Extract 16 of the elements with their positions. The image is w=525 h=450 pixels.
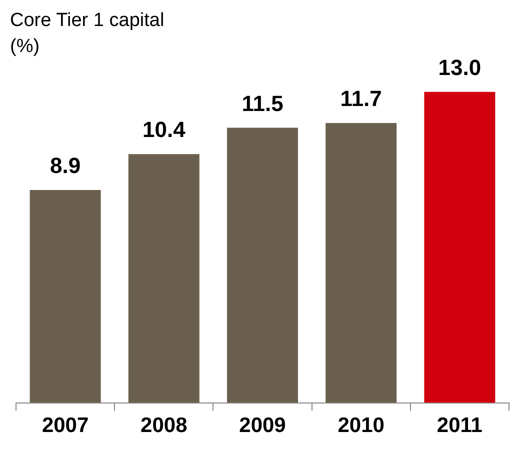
x-tick-label: 2008: [140, 414, 188, 438]
data-label: 10.4: [142, 117, 186, 142]
bar: [326, 123, 397, 403]
x-tick-label: 2010: [338, 414, 384, 438]
bar: [424, 92, 496, 403]
data-label: 11.5: [242, 90, 284, 116]
bar: [227, 128, 298, 403]
data-label: 11.7: [340, 86, 382, 112]
data-label: 8.9: [50, 153, 81, 178]
bar: [30, 190, 101, 403]
data-label: 13.0: [438, 54, 482, 80]
bar: [128, 154, 200, 403]
x-tick-label: 2007: [42, 414, 89, 438]
x-tick-label: 2011: [436, 414, 483, 438]
chart-title: Core Tier 1 capital (%): [10, 9, 166, 59]
x-tick-label: 2009: [239, 414, 286, 438]
